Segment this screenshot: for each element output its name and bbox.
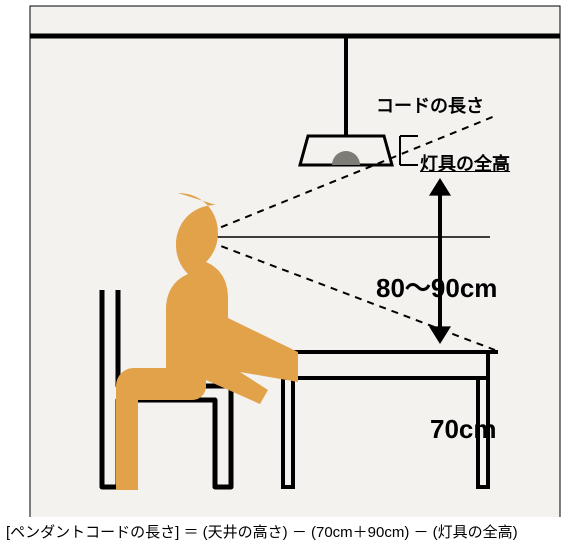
label-gap-distance: 80～90cm [376, 268, 497, 305]
label-table-height: 70cm [430, 414, 497, 445]
formula-bar: [ペンダントコードの長さ] ＝ (天井の高さ) － (70cm＋90cm) － … [0, 517, 583, 548]
diagram-frame: コードの長さ 灯具の全高 80～90cm 70cm [ペンダントコードの長さ] … [0, 0, 583, 548]
label-lamp-height: 灯具の全高 [420, 150, 510, 176]
label-cord-length: コードの長さ [376, 92, 484, 118]
